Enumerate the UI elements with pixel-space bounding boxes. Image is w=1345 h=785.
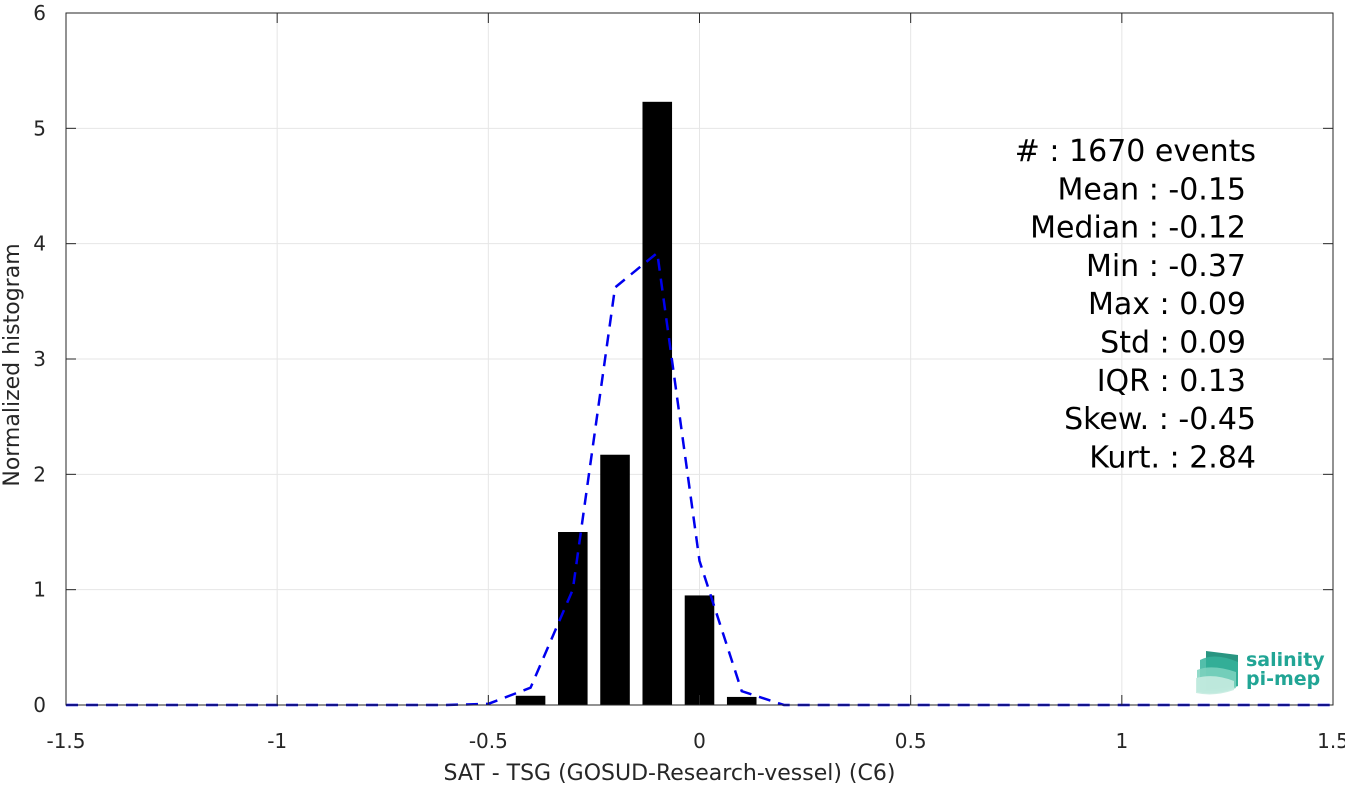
x-tick-label: 0 — [693, 729, 706, 753]
logo-line1: salinity — [1246, 649, 1325, 671]
y-tick-label: 1 — [33, 578, 46, 602]
x-tick-label: -1 — [267, 729, 287, 753]
y-tick-label: 3 — [33, 347, 46, 371]
histogram-bar — [684, 595, 715, 705]
stats-line: Kurt. : 2.84 — [1089, 440, 1256, 475]
stats-line: Skew. : -0.45 — [1064, 402, 1256, 437]
x-tick-label: 1 — [1115, 729, 1128, 753]
histogram-bar — [515, 695, 546, 705]
stats-line: Mean : -0.15 — [1057, 172, 1246, 207]
y-tick-label: 5 — [33, 116, 46, 140]
histogram-bar — [600, 454, 630, 705]
y-tick-label: 0 — [33, 693, 46, 717]
y-tick-label: 2 — [33, 462, 46, 486]
axis-ticks — [65, 12, 1334, 706]
salinity-pi-mep-logo: salinity pi-mep — [1196, 649, 1325, 695]
stats-line: Min : -0.37 — [1086, 249, 1246, 284]
y-axis-title: Normalized histogram — [0, 243, 25, 486]
x-tick-labels: -1.5 -1 -0.5 0 0.5 1 1.5 — [46, 729, 1345, 753]
stats-line: # : 1670 events — [1015, 134, 1256, 169]
y-tick-label: 6 — [33, 1, 46, 25]
x-tick-label: 0.5 — [895, 729, 927, 753]
x-tick-label: -1.5 — [46, 729, 85, 753]
stats-line: IQR : 0.13 — [1097, 364, 1246, 399]
histogram-bar — [726, 696, 757, 705]
x-axis-title: SAT - TSG (GOSUD-Research-vessel) (C6) — [444, 761, 896, 785]
histogram-bar — [642, 101, 673, 706]
y-tick-label: 4 — [33, 232, 46, 256]
x-tick-label: 1.5 — [1317, 729, 1345, 753]
stats-line: Max : 0.09 — [1088, 287, 1246, 322]
x-tick-label: -0.5 — [469, 729, 508, 753]
histogram-bars — [515, 101, 757, 706]
logo-line2: pi-mep — [1246, 668, 1320, 690]
stats-line: Median : -0.12 — [1030, 211, 1246, 246]
y-tick-labels: 0 1 2 3 4 5 6 — [33, 1, 46, 717]
histogram-bar — [558, 532, 588, 705]
stats-line: Std : 0.09 — [1100, 326, 1246, 361]
wave-stack-icon — [1196, 651, 1238, 695]
